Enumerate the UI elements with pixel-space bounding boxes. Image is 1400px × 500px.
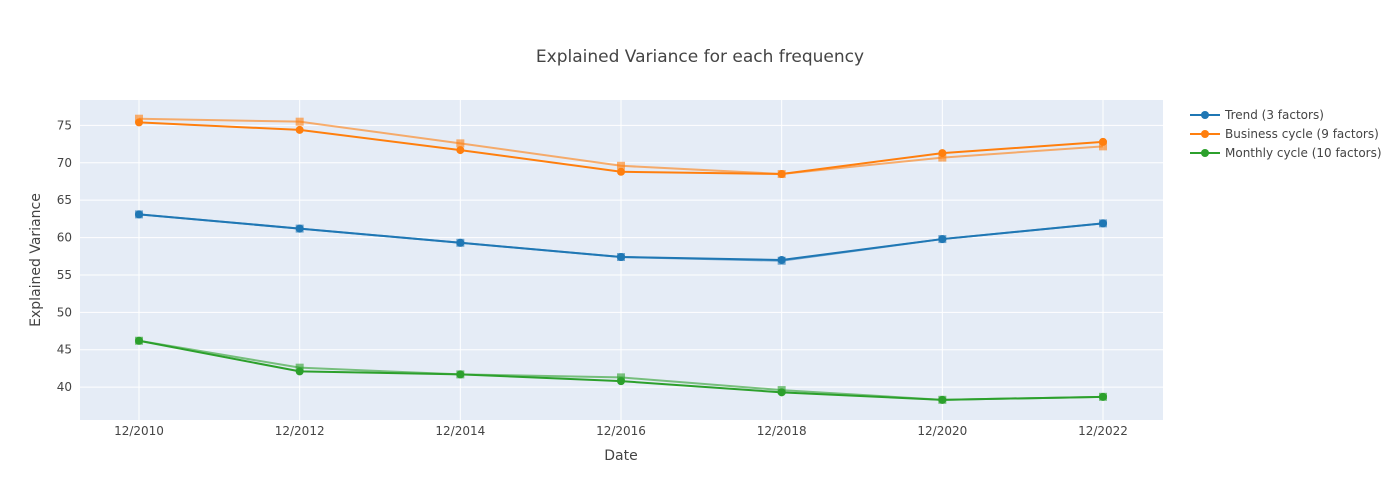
data-point	[295, 224, 304, 233]
x-tick-label: 12/2018	[757, 424, 807, 438]
x-axis-title: Date	[604, 448, 637, 464]
y-tick-label: 55	[57, 268, 72, 282]
data-point	[617, 253, 625, 262]
y-tick-label: 50	[57, 305, 72, 319]
series-3	[135, 336, 1107, 404]
data-point	[617, 167, 625, 176]
legend-label: Trend (3 factors)	[1224, 108, 1324, 122]
legend-item[interactable]: Trend (3 factors)	[1190, 108, 1324, 122]
legend-item[interactable]: Monthly cycle (10 factors)	[1190, 146, 1382, 160]
data-point	[938, 395, 947, 404]
series-1	[135, 210, 1107, 265]
data-point	[295, 125, 304, 134]
series-layer	[135, 114, 1107, 404]
data-point	[456, 238, 465, 247]
data-point	[1099, 137, 1107, 146]
data-point	[938, 235, 947, 244]
legend-label: Business cycle (9 factors)	[1225, 127, 1379, 141]
y-tick-label: 75	[57, 118, 72, 132]
chart-title: Explained Variance for each frequency	[536, 47, 864, 67]
x-tick-label: 12/2016	[596, 424, 646, 438]
legend-marker	[1201, 149, 1209, 157]
comparison-point	[1099, 142, 1107, 151]
x-tick-label: 12/2020	[917, 424, 967, 438]
x-tick-label: 12/2012	[275, 424, 325, 438]
y-axis-title: Explained Variance	[28, 193, 44, 327]
data-point	[777, 388, 786, 397]
legend: Trend (3 factors) Business cycle (9 facto…	[1190, 108, 1382, 160]
data-point	[617, 377, 625, 386]
data-point	[135, 336, 143, 345]
legend-marker	[1201, 130, 1209, 138]
data-point	[777, 256, 786, 264]
x-tick-label: 12/2014	[435, 424, 485, 438]
data-point	[456, 370, 465, 379]
data-point	[456, 146, 465, 155]
x-tick-label: 12/2010	[114, 424, 164, 438]
legend-label: Monthly cycle (10 factors)	[1225, 146, 1382, 160]
data-point	[1099, 219, 1107, 228]
data-point	[295, 367, 304, 376]
data-point	[1099, 392, 1107, 401]
data-point	[777, 170, 786, 179]
comparison-point	[938, 153, 947, 162]
comparison-point	[295, 117, 304, 126]
data-point	[938, 149, 947, 158]
y-tick-label: 45	[57, 343, 72, 357]
x-tick-label: 12/2022	[1078, 424, 1128, 438]
y-tick-label: 40	[57, 380, 72, 394]
comparison-point	[456, 139, 465, 148]
y-tick-label: 65	[57, 193, 72, 207]
legend-item[interactable]: Business cycle (9 factors)	[1190, 127, 1379, 141]
y-axis-ticks: 40 45 50 55 60 65 70 75	[57, 118, 72, 394]
data-point	[135, 210, 143, 219]
series-2	[135, 114, 1107, 179]
legend-marker	[1201, 111, 1209, 119]
y-tick-label: 70	[57, 156, 72, 170]
data-point	[135, 118, 143, 127]
y-tick-label: 60	[57, 231, 72, 245]
comparison-point	[617, 161, 625, 170]
x-axis-ticks: 12/2010 12/2012 12/2014 12/2016 12/2018 12/20…	[114, 424, 1128, 438]
